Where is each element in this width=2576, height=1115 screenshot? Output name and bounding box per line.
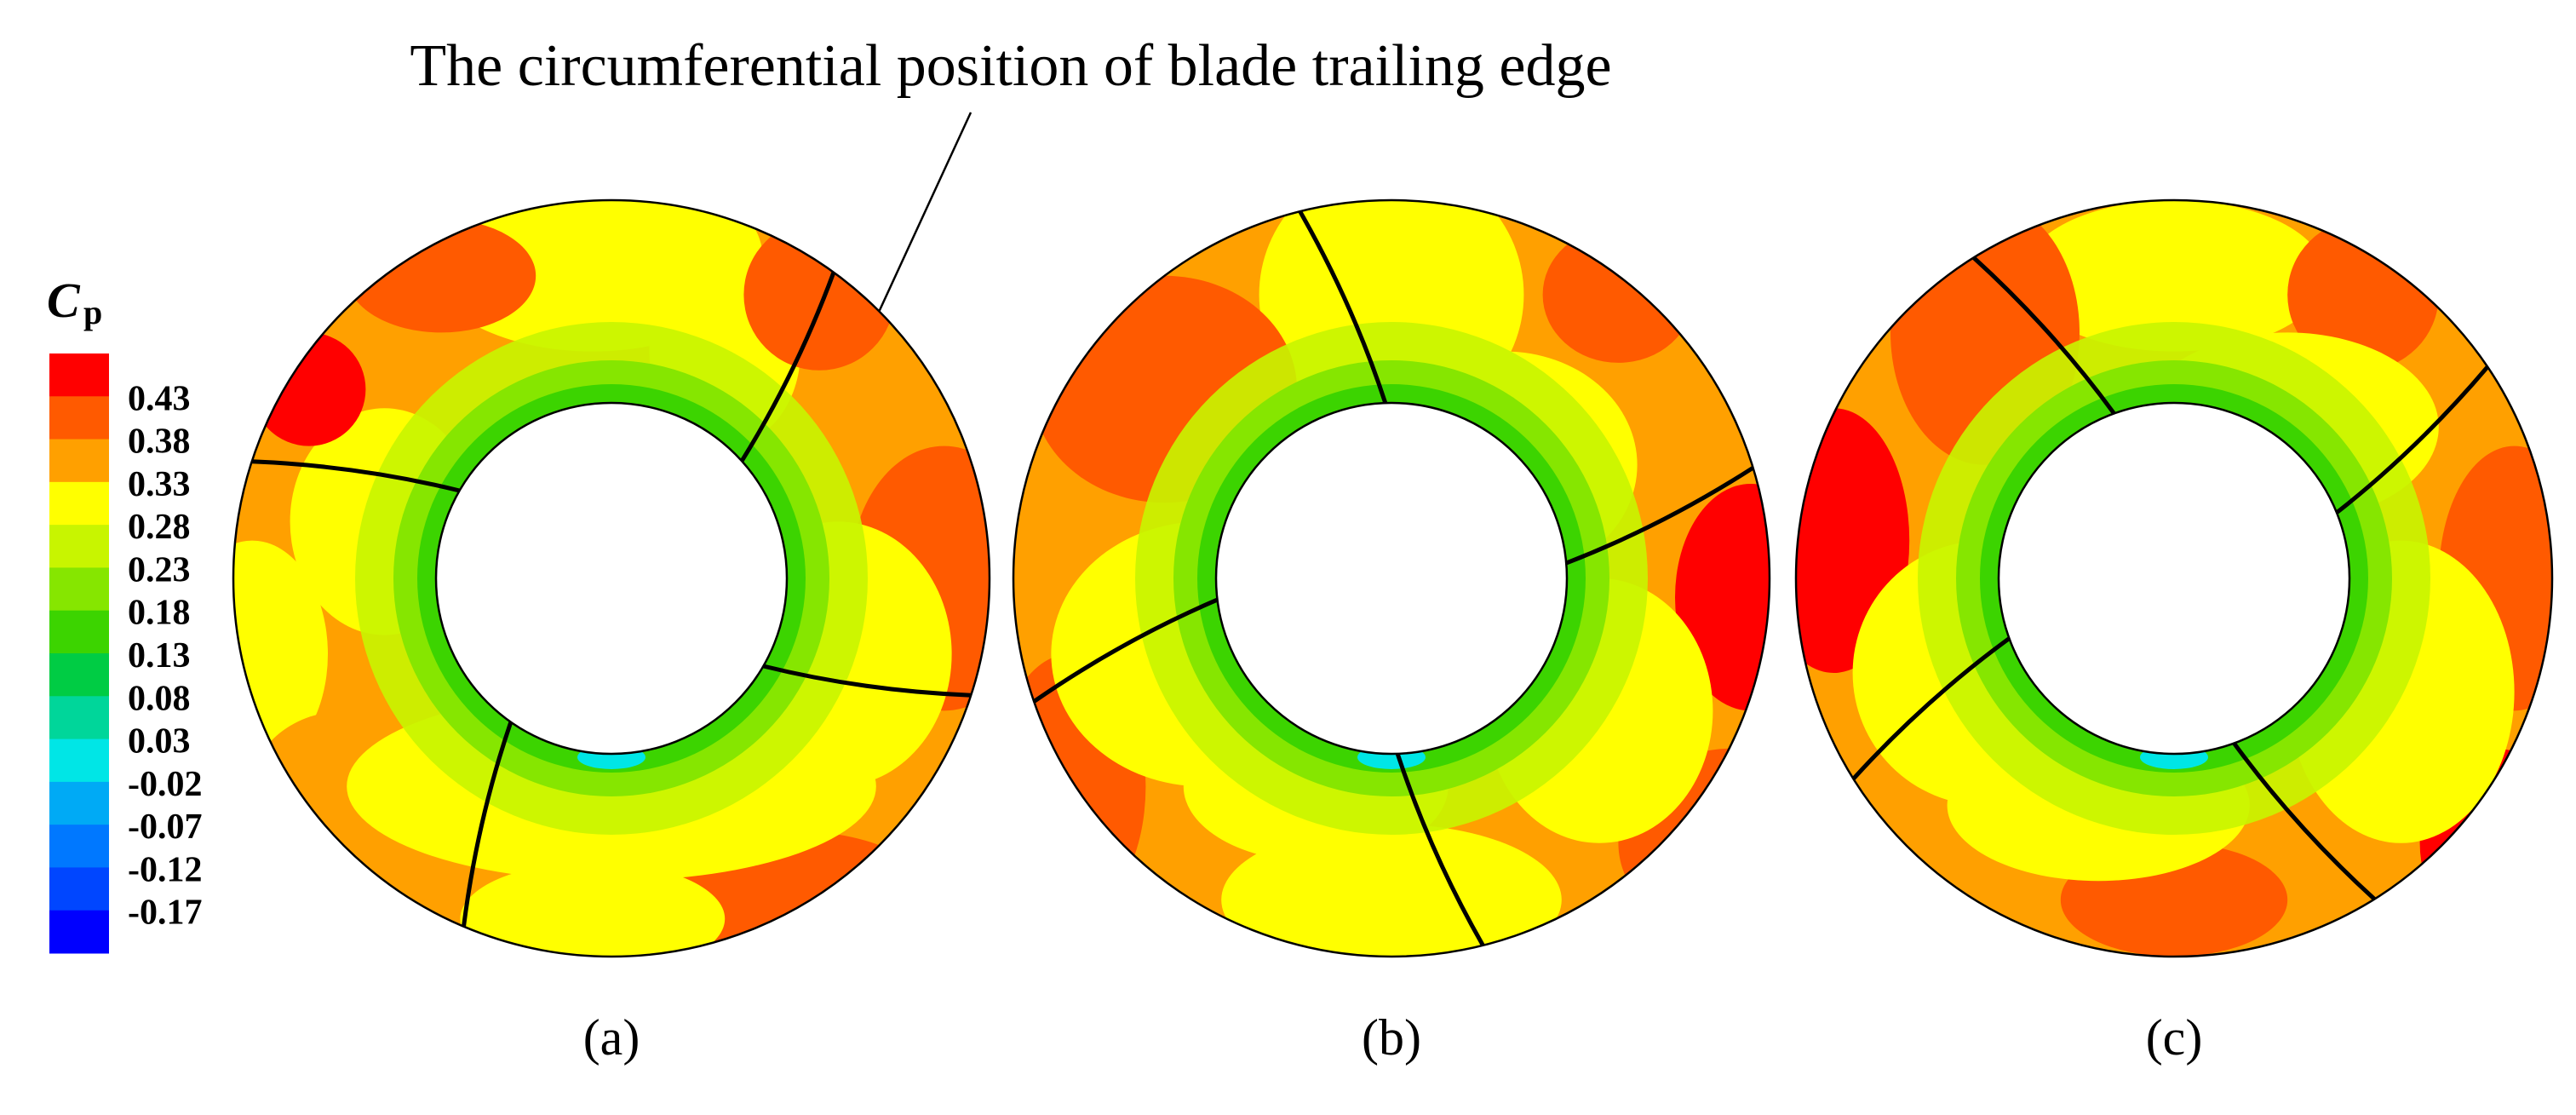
colorbar-label: 0.08 — [128, 679, 191, 718]
panel-label: (b) — [1362, 1009, 1421, 1066]
contour-region — [347, 219, 536, 333]
leader-line — [869, 112, 972, 331]
trailing-edge-line — [2232, 742, 2376, 901]
hub — [434, 401, 789, 756]
colorbar-band — [49, 439, 109, 483]
trailing-edge-line — [1851, 636, 2011, 780]
colorbar-band — [49, 353, 109, 397]
trailing-edge-line — [1395, 753, 1485, 947]
contour-region — [252, 332, 366, 446]
colorbar-band — [49, 481, 109, 526]
casing — [232, 198, 991, 958]
colorbar-label: 0.43 — [128, 379, 191, 418]
trailing-edge-line — [1298, 210, 1388, 404]
trailing-edge-line — [251, 459, 461, 493]
annotation: The circumferential position of blade tr… — [410, 33, 1611, 99]
colorbar-label: 0.38 — [128, 422, 191, 462]
colorbar-band — [49, 867, 109, 911]
colorbar-label: -0.07 — [128, 808, 203, 847]
trailing-edge-line — [762, 664, 972, 698]
colorbar-subscript: p — [83, 293, 102, 331]
colorbar-band — [49, 825, 109, 868]
colorbar-label: 0.03 — [128, 722, 191, 762]
hub — [1214, 401, 1569, 756]
trailing-edge-line — [1565, 466, 1754, 566]
colorbar-band — [49, 567, 109, 612]
colorbar-title: C — [47, 273, 81, 328]
colorbar-label: 0.23 — [128, 550, 191, 589]
panel-label: (a) — [583, 1009, 640, 1066]
colorbar-label: 0.18 — [128, 594, 191, 633]
contour-region — [1542, 227, 1695, 363]
colorbar-label: 0.33 — [128, 465, 191, 504]
colorbar-band — [49, 396, 109, 440]
colorbar-label: -0.12 — [128, 850, 203, 889]
colorbar-band — [49, 653, 109, 697]
trailing-edge-line — [739, 271, 836, 463]
colorbar-label: 0.28 — [128, 508, 191, 547]
colorbar-band — [49, 739, 109, 783]
colorbar-band — [49, 696, 109, 740]
colorbar-label: -0.02 — [128, 765, 203, 804]
colorbar-band — [49, 525, 109, 568]
casing — [1012, 198, 1771, 958]
trailing-edge-line — [1972, 256, 2116, 415]
casing — [1794, 198, 2554, 958]
contour-region — [743, 219, 895, 371]
colorbar-label: -0.17 — [128, 894, 203, 933]
colorbar-band — [49, 610, 109, 654]
trailing-edge-line — [462, 721, 513, 928]
contour-region — [1675, 484, 1770, 711]
contour-region — [2022, 200, 2326, 352]
colorbar-label: 0.13 — [128, 636, 191, 675]
colorbar-band — [49, 781, 109, 825]
colorbar-band — [49, 910, 109, 954]
hub — [1997, 401, 2351, 756]
trailing-edge-line — [2335, 365, 2489, 514]
contour-region — [233, 540, 329, 767]
trailing-edge-line — [1032, 597, 1219, 704]
panel-label: (c) — [2146, 1009, 2203, 1066]
